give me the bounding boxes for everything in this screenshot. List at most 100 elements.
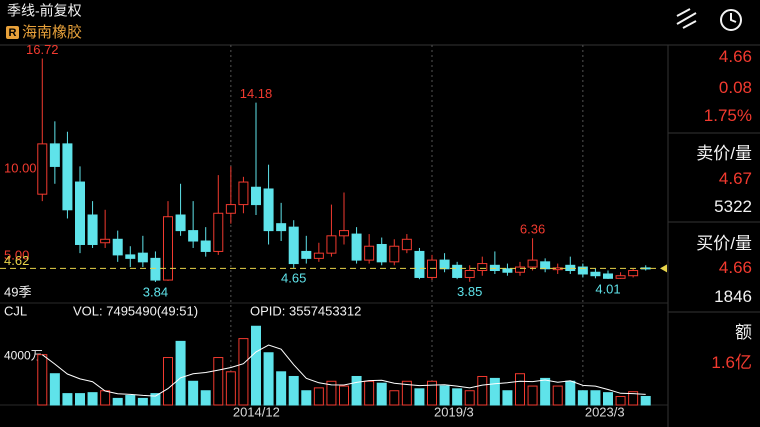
volume-bar xyxy=(603,392,613,406)
volume-bar xyxy=(376,382,387,406)
volume-bar xyxy=(515,373,525,406)
high-label: 6.36 xyxy=(520,222,545,237)
quote-panel: 4.66 0.08 1.75% 卖价/量 4.67 5322 买价/量 4.66… xyxy=(669,46,760,427)
volume-bar xyxy=(477,375,488,406)
amount: 1.6亿 xyxy=(711,353,752,372)
volume-bar xyxy=(464,390,475,406)
candle-body xyxy=(464,270,475,278)
last-price-label: 4.62 xyxy=(4,253,29,268)
volume-bar xyxy=(200,390,211,406)
volume-bar xyxy=(100,390,111,406)
volume-bar xyxy=(49,373,60,406)
candle-body xyxy=(439,259,450,270)
volume-average-line xyxy=(42,344,646,397)
volume-bar xyxy=(87,392,98,406)
volume-bar xyxy=(263,352,274,406)
candle-body xyxy=(389,245,400,263)
candle-body xyxy=(515,266,525,273)
candle-body xyxy=(414,250,425,278)
volume-bar xyxy=(251,325,261,406)
change-pct: 1.75% xyxy=(703,106,752,125)
volume-bar xyxy=(439,385,450,406)
candle-body xyxy=(276,223,287,232)
volume-bar xyxy=(414,388,425,406)
volume-bar xyxy=(62,393,73,406)
volume-bar xyxy=(489,377,500,406)
candle-body xyxy=(477,263,488,272)
high-label: 16.72 xyxy=(26,42,59,57)
volume-bar xyxy=(628,391,639,406)
candle-body xyxy=(376,243,387,263)
bid-label: 买价/量 xyxy=(696,234,752,253)
candle-body xyxy=(62,143,73,211)
candle-body xyxy=(590,271,601,277)
candle-body xyxy=(150,257,161,281)
candle-body xyxy=(540,261,551,270)
stock-name: 海南橡胶 xyxy=(22,24,82,41)
volume-bar xyxy=(339,385,349,406)
candle-body xyxy=(401,238,412,251)
volume-bar xyxy=(175,340,186,406)
candle-body xyxy=(603,273,613,279)
volume-bar xyxy=(502,390,513,406)
candle-body xyxy=(163,216,173,281)
volume-bar xyxy=(150,393,161,406)
volume-bar xyxy=(401,380,412,406)
y-tick-label: 4000万 xyxy=(4,349,43,363)
candle-body xyxy=(112,238,123,256)
candle-body xyxy=(188,230,199,242)
candle-body xyxy=(100,238,111,244)
candle-body xyxy=(615,275,626,279)
candle-body xyxy=(87,214,98,245)
y-tick-label: 5.00 xyxy=(4,247,29,262)
volume-bar xyxy=(326,380,337,406)
candle-body xyxy=(565,264,576,272)
candle-body xyxy=(225,204,236,214)
indicator-icon[interactable] xyxy=(676,8,697,29)
volume-bar xyxy=(125,395,136,406)
volume-bar xyxy=(301,390,312,406)
low-label: 3.85 xyxy=(457,284,482,299)
candle-body xyxy=(238,181,249,206)
candle-body xyxy=(137,252,148,263)
candle-body xyxy=(489,264,500,272)
low-label: 4.01 xyxy=(595,281,620,296)
x-tick-label: 2019/3 xyxy=(434,404,474,419)
last-price-marker xyxy=(660,264,667,273)
volume-bar xyxy=(364,380,375,406)
price: 4.66 xyxy=(718,47,752,66)
volume-bar xyxy=(540,377,551,406)
candle-body xyxy=(175,214,186,232)
volume-bar xyxy=(615,395,626,406)
volume-indicator: VOL: 7495490(49:51) xyxy=(73,303,198,318)
volume-bar xyxy=(288,375,299,406)
volume-bar xyxy=(75,393,85,406)
volume-indicator: OPID: 3557453312 xyxy=(250,303,361,318)
ask-volume: 5322 xyxy=(714,197,752,216)
clock-icon[interactable] xyxy=(720,9,742,31)
candle-body xyxy=(37,143,48,195)
candle-body xyxy=(502,268,513,273)
volume-bar xyxy=(313,387,324,406)
volume-bar xyxy=(565,380,576,406)
header-title: 季线-前复权 xyxy=(7,3,82,19)
volume-bar xyxy=(276,371,287,406)
x-tick-label: 2014/12 xyxy=(233,404,280,419)
volume-bar xyxy=(37,354,48,406)
volume-bar xyxy=(188,380,199,406)
volume-bar xyxy=(552,385,563,406)
candle-body xyxy=(577,266,588,275)
volume-bar xyxy=(137,397,148,406)
volume-bar xyxy=(351,375,362,406)
candle-body xyxy=(213,212,224,252)
volume-bar xyxy=(238,338,249,406)
x-tick-label: 2023/3 xyxy=(585,404,625,419)
bid-volume: 1846 xyxy=(714,287,752,306)
volume-title: CJL xyxy=(4,303,27,318)
candle-body xyxy=(628,270,639,277)
candle-body xyxy=(351,233,362,261)
volume-bar xyxy=(213,357,224,406)
candle-body xyxy=(200,240,211,252)
